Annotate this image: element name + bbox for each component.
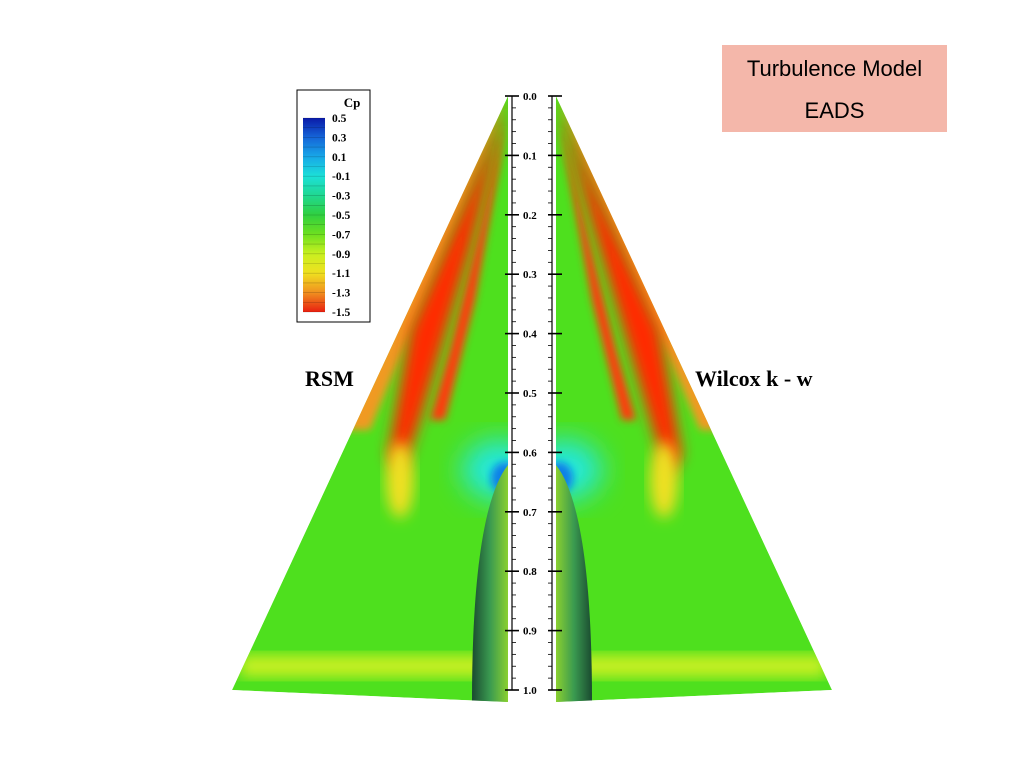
legend-level-label: -1.1 [332,268,350,280]
axis-tick-label: 0.8 [523,566,537,578]
legend-level-label: -1.3 [332,288,350,300]
legend-title: Cp [344,95,361,110]
legend-level-label: -0.1 [332,171,350,183]
axis-tick-label: 0.6 [523,447,537,459]
legend-level-label: 0.1 [332,152,347,164]
axis-tick-label: 0.4 [523,329,537,341]
axis-tick-label: 0.7 [523,507,537,519]
legend-level-label: -1.5 [332,307,350,319]
wilcox-contour-half [556,96,832,702]
title-line-2: EADS [804,98,865,123]
title-box: Turbulence Model EADS [722,45,947,132]
legend-level-label: 0.3 [332,132,347,144]
legend-level-label: 0.5 [332,113,347,125]
title-line-1: Turbulence Model [746,56,923,81]
axis-tick-label: 0.0 [523,91,537,103]
axis-tick-label: 1.0 [523,685,537,697]
legend-level-label: -0.5 [332,210,350,222]
axis-tick-label: 0.1 [523,150,537,162]
axis-tick-label: 0.9 [523,626,537,638]
legend-colorbar [303,118,325,312]
cp-legend: Cp 0.5 0.3 0.1 -0.1 -0.3 -0.5 -0.7 -0.9 -1.1 -1.3… [296,89,371,323]
axis-tick-label: 0.3 [523,269,537,281]
axis-tick-label: 0.2 [523,210,537,222]
legend-level-label: -0.9 [332,249,350,261]
wilcox-label: Wilcox k - w [695,366,813,391]
legend-level-label: -0.3 [332,191,350,203]
legend-level-label: -0.7 [332,229,350,241]
rsm-label: RSM [305,366,354,391]
rsm-contour-half [232,96,508,702]
axis-tick-label: 0.5 [523,388,537,400]
chordwise-axis: 0.0 0.1 0.2 0.3 0.4 0.5 0.6 0.7 0.8 0.9 1.0 [505,91,562,697]
